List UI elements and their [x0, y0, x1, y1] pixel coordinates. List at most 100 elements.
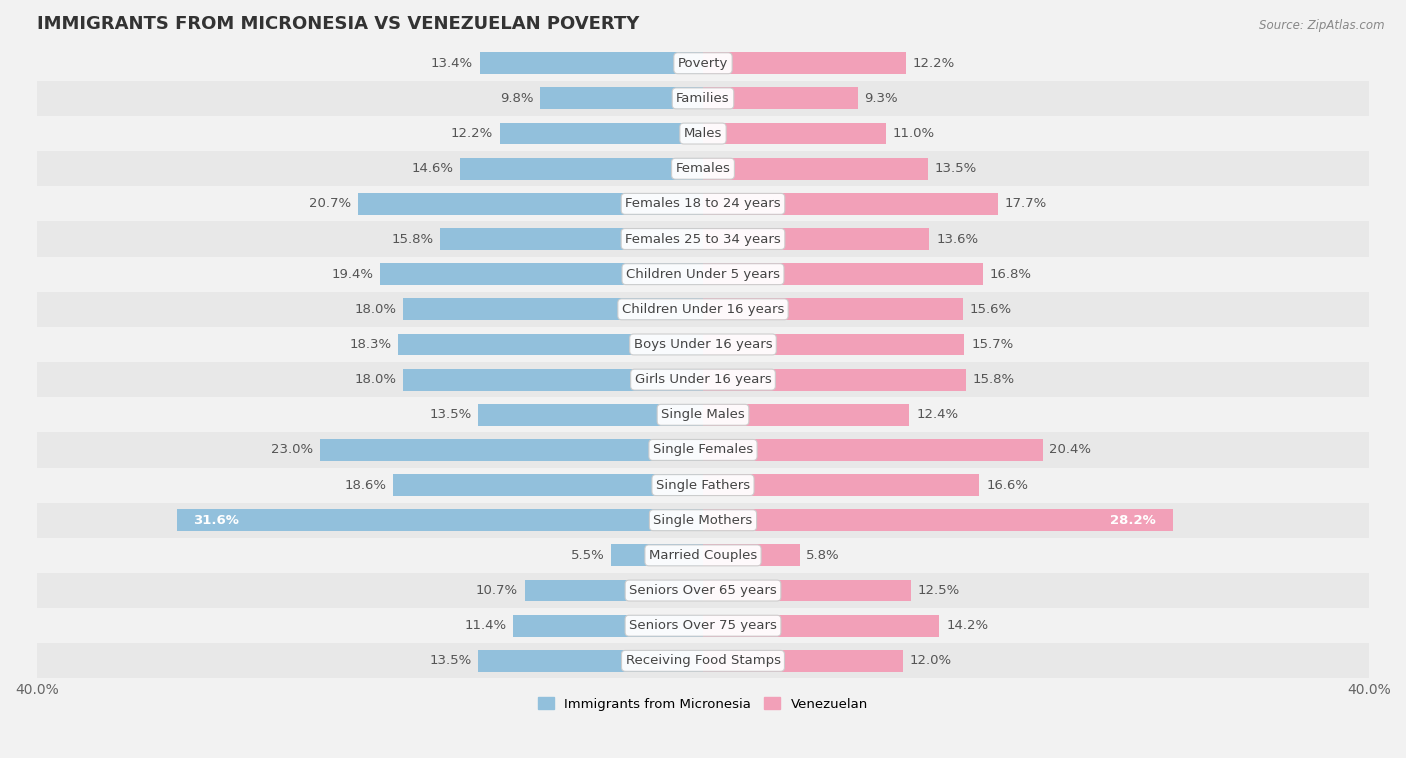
Bar	[460, 158, 703, 180]
Text: 12.2%: 12.2%	[451, 127, 494, 140]
Text: IMMIGRANTS FROM MICRONESIA VS VENEZUELAN POVERTY: IMMIGRANTS FROM MICRONESIA VS VENEZUELAN…	[37, 15, 640, 33]
Bar	[380, 263, 703, 285]
Bar	[540, 87, 703, 109]
Bar	[703, 475, 980, 496]
Text: 13.5%: 13.5%	[429, 409, 471, 421]
Text: 15.8%: 15.8%	[973, 373, 1015, 386]
Bar	[359, 193, 703, 215]
Bar	[37, 503, 1369, 538]
Bar	[37, 432, 1369, 468]
Text: 31.6%: 31.6%	[194, 514, 239, 527]
Text: 17.7%: 17.7%	[1004, 197, 1046, 211]
Text: 5.5%: 5.5%	[571, 549, 605, 562]
Text: 12.2%: 12.2%	[912, 57, 955, 70]
Text: 20.7%: 20.7%	[309, 197, 352, 211]
Bar	[703, 263, 983, 285]
Text: Females: Females	[675, 162, 731, 175]
Bar	[37, 81, 1369, 116]
Text: Children Under 5 years: Children Under 5 years	[626, 268, 780, 280]
Text: 9.3%: 9.3%	[865, 92, 898, 105]
Bar	[612, 544, 703, 566]
Bar	[37, 151, 1369, 186]
Bar	[513, 615, 703, 637]
Text: 14.2%: 14.2%	[946, 619, 988, 632]
Bar	[703, 404, 910, 426]
Text: 28.2%: 28.2%	[1111, 514, 1156, 527]
Text: 18.6%: 18.6%	[344, 478, 387, 492]
Text: 14.6%: 14.6%	[411, 162, 453, 175]
Bar	[394, 475, 703, 496]
Bar	[478, 404, 703, 426]
Bar	[37, 257, 1369, 292]
Bar	[37, 397, 1369, 432]
Text: Seniors Over 75 years: Seniors Over 75 years	[628, 619, 778, 632]
Bar	[524, 580, 703, 601]
Text: 18.3%: 18.3%	[350, 338, 392, 351]
Text: 13.6%: 13.6%	[936, 233, 979, 246]
Text: 13.5%: 13.5%	[935, 162, 977, 175]
Text: Single Females: Single Females	[652, 443, 754, 456]
Bar	[37, 186, 1369, 221]
Bar	[177, 509, 703, 531]
Bar	[703, 368, 966, 390]
Bar	[37, 45, 1369, 81]
Text: 12.0%: 12.0%	[910, 654, 952, 667]
Bar	[37, 644, 1369, 678]
Bar	[37, 362, 1369, 397]
Text: 20.4%: 20.4%	[1049, 443, 1091, 456]
Bar	[703, 334, 965, 356]
Text: Males: Males	[683, 127, 723, 140]
Text: 15.7%: 15.7%	[972, 338, 1014, 351]
Bar	[440, 228, 703, 250]
Text: 13.5%: 13.5%	[429, 654, 471, 667]
Bar	[703, 193, 998, 215]
Text: Receiving Food Stamps: Receiving Food Stamps	[626, 654, 780, 667]
Bar	[321, 439, 703, 461]
Bar	[37, 116, 1369, 151]
Text: 16.8%: 16.8%	[990, 268, 1032, 280]
Bar	[478, 650, 703, 672]
Text: Single Mothers: Single Mothers	[654, 514, 752, 527]
Text: Source: ZipAtlas.com: Source: ZipAtlas.com	[1260, 19, 1385, 32]
Text: 18.0%: 18.0%	[354, 302, 396, 316]
Text: Boys Under 16 years: Boys Under 16 years	[634, 338, 772, 351]
Text: 16.6%: 16.6%	[986, 478, 1028, 492]
Bar	[703, 87, 858, 109]
Text: 5.8%: 5.8%	[806, 549, 839, 562]
Bar	[37, 292, 1369, 327]
Bar	[703, 123, 886, 145]
Bar	[703, 439, 1043, 461]
Text: 11.4%: 11.4%	[464, 619, 506, 632]
Bar	[703, 580, 911, 601]
Text: Families: Families	[676, 92, 730, 105]
Text: Single Males: Single Males	[661, 409, 745, 421]
Text: 13.4%: 13.4%	[432, 57, 474, 70]
Bar	[404, 299, 703, 320]
Bar	[398, 334, 703, 356]
Text: Girls Under 16 years: Girls Under 16 years	[634, 373, 772, 386]
Text: Females 18 to 24 years: Females 18 to 24 years	[626, 197, 780, 211]
Text: 23.0%: 23.0%	[271, 443, 314, 456]
Bar	[37, 327, 1369, 362]
Text: 15.8%: 15.8%	[391, 233, 433, 246]
Text: Married Couples: Married Couples	[650, 549, 756, 562]
Bar	[703, 509, 1173, 531]
Bar	[703, 615, 939, 637]
Bar	[404, 368, 703, 390]
Text: Single Fathers: Single Fathers	[657, 478, 749, 492]
Bar	[703, 228, 929, 250]
Bar	[37, 608, 1369, 644]
Text: 11.0%: 11.0%	[893, 127, 935, 140]
Text: 18.0%: 18.0%	[354, 373, 396, 386]
Bar	[37, 573, 1369, 608]
Text: 12.5%: 12.5%	[918, 584, 960, 597]
Bar	[479, 52, 703, 74]
Text: 12.4%: 12.4%	[917, 409, 959, 421]
Bar	[37, 538, 1369, 573]
Text: 15.6%: 15.6%	[970, 302, 1011, 316]
Bar	[37, 468, 1369, 503]
Bar	[703, 544, 800, 566]
Bar	[499, 123, 703, 145]
Text: 10.7%: 10.7%	[477, 584, 519, 597]
Bar	[703, 650, 903, 672]
